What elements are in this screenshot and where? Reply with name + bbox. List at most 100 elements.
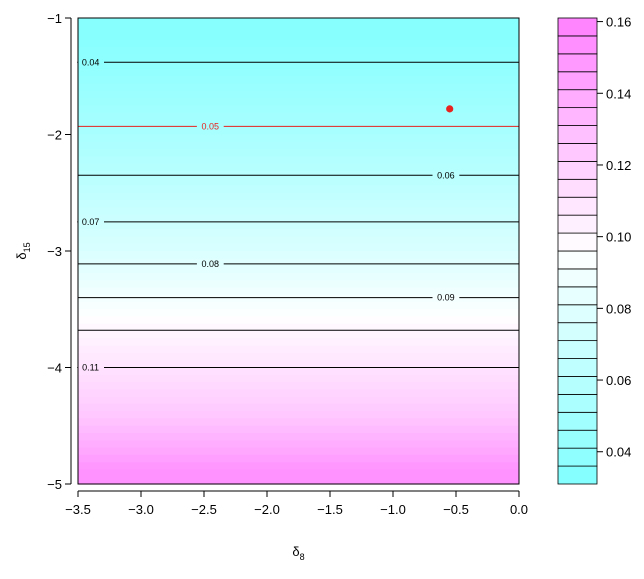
heatmap-cell [78, 134, 519, 143]
x-axis-title-subscript: 8 [300, 552, 305, 562]
heatmap-cell [78, 316, 519, 325]
heatmap-cell [78, 156, 519, 165]
heatmap-cell [78, 396, 519, 405]
heatmap-cell [78, 68, 519, 77]
colorbar-step [557, 465, 598, 485]
heatmap-cell [78, 280, 519, 289]
colorbar-step [557, 89, 598, 109]
heatmap-cell [78, 476, 519, 485]
heatmap-cell [78, 178, 519, 187]
heatmap-cell [78, 403, 519, 412]
colorbar-step [557, 376, 598, 395]
heatmap-cell [78, 462, 519, 471]
y-tick-label: −4 [47, 361, 62, 376]
x-axis-title-symbol: δ [292, 544, 299, 559]
contour-lines [77, 61, 519, 368]
y-axis-title-subscript: 15 [22, 242, 32, 252]
heatmap-cell [78, 352, 519, 361]
colorbar-step [557, 35, 598, 55]
heatmap-cell [78, 454, 519, 463]
colorbar-step [557, 53, 598, 73]
heatmap-cell [78, 440, 519, 449]
heatmap-cell [78, 425, 519, 434]
heatmap-cell [78, 360, 519, 369]
heatmap-cell [78, 192, 519, 201]
x-tick-label: −2.5 [191, 502, 217, 517]
colorbar-step [557, 196, 598, 216]
colorbar-step [557, 429, 598, 449]
colorbar-step [557, 304, 598, 324]
heatmap-cell [78, 25, 519, 34]
y-tick-label: −5 [47, 477, 62, 492]
y-axis: −5 −4 −3 −2 −1 [47, 11, 72, 492]
x-tick-label: −1.5 [317, 502, 343, 517]
colorbar-step [557, 268, 598, 288]
contour-label: 0.07 [82, 217, 100, 227]
heatmap-cell [78, 389, 519, 398]
colorbar-step [557, 358, 598, 377]
heatmap-cell [78, 83, 519, 92]
heatmap-cell [78, 163, 519, 172]
heatmap-cell [78, 382, 519, 390]
colorbar-step [557, 340, 598, 359]
heatmap-cell [78, 90, 519, 99]
heatmap-field [78, 18, 519, 485]
contour-label: 0.05 [202, 121, 220, 131]
heatmap-cell [78, 301, 519, 310]
highlight-point [446, 105, 454, 113]
contour-label: 0.06 [437, 170, 455, 180]
colorbar-step [557, 107, 598, 126]
heatmap-cell [78, 447, 519, 456]
heatmap-cell [78, 251, 519, 259]
x-tick-label: −0.5 [443, 502, 469, 517]
heatmap-cell [78, 338, 519, 347]
x-tick-label: −3.0 [128, 502, 154, 517]
heatmap-cell [78, 112, 519, 121]
colorbar-tick-label: 0.06 [606, 373, 631, 388]
heatmap-cell [78, 236, 519, 245]
heatmap-cell [78, 32, 519, 41]
colorbar-tick-label: 0.12 [606, 158, 631, 173]
heatmap-cell [78, 323, 519, 332]
heatmap-cell [78, 18, 519, 26]
x-tick-label: −2.0 [254, 502, 280, 517]
y-tick-label: −1 [47, 11, 62, 26]
colorbar-tick-label: 0.04 [606, 445, 631, 460]
x-tick-label: 0.0 [510, 502, 528, 517]
heatmap-cell [78, 214, 519, 223]
heatmap-cell [78, 221, 519, 230]
colorbar-tick-label: 0.16 [606, 15, 631, 30]
colorbar-step [557, 143, 598, 162]
x-axis: −3.5 −3.0 −2.5 −2.0 −1.5 −1.0 −0.5 0.0 [65, 490, 528, 517]
colorbar-tick-label: 0.08 [606, 301, 631, 316]
heatmap-cell [78, 331, 519, 339]
highlight-points [446, 105, 454, 113]
colorbar-step [557, 125, 598, 144]
heatmap-cell [78, 345, 519, 354]
colorbar-step [557, 178, 598, 198]
heatmap-cell [78, 265, 519, 274]
heatmap-cell [78, 98, 519, 106]
heatmap-cell [78, 141, 519, 150]
contour-labels: 0.04 0.05 0.06 0.07 0.08 0.09 0.11 [82, 57, 455, 372]
contour-label: 0.04 [82, 57, 100, 67]
colorbar-step [557, 17, 598, 37]
heatmap-cell [78, 374, 519, 383]
heatmap-cell [78, 39, 519, 48]
heatmap-cell [78, 207, 519, 216]
x-axis-title: δ8 [292, 544, 304, 562]
x-tick-label: −1.0 [380, 502, 406, 517]
colorbar-step [557, 411, 598, 431]
contour-label: 0.08 [202, 259, 220, 269]
heatmap-cell [78, 54, 519, 63]
heatmap-cell [78, 294, 519, 303]
heatmap-cell [78, 200, 519, 208]
heatmap-cell [78, 47, 519, 56]
x-tick-label: −3.5 [65, 502, 91, 517]
heatmap-cell [78, 287, 519, 296]
colorbar-tick-label: 0.10 [606, 230, 631, 245]
y-tick-label: −2 [47, 128, 62, 143]
colorbar [557, 17, 598, 485]
heatmap-cell [78, 469, 519, 478]
